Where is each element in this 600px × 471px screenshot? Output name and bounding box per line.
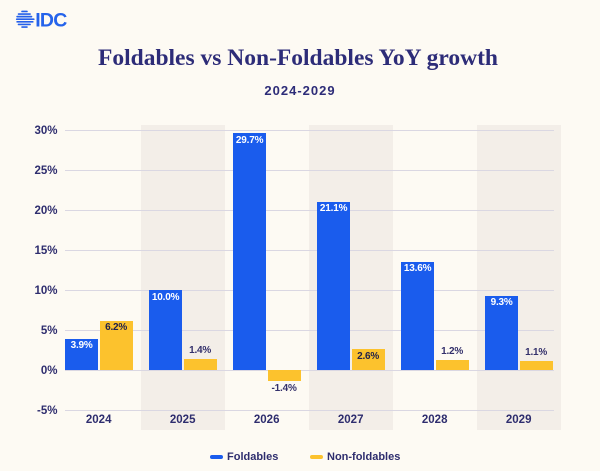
svg-text:IDC: IDC — [35, 10, 67, 32]
